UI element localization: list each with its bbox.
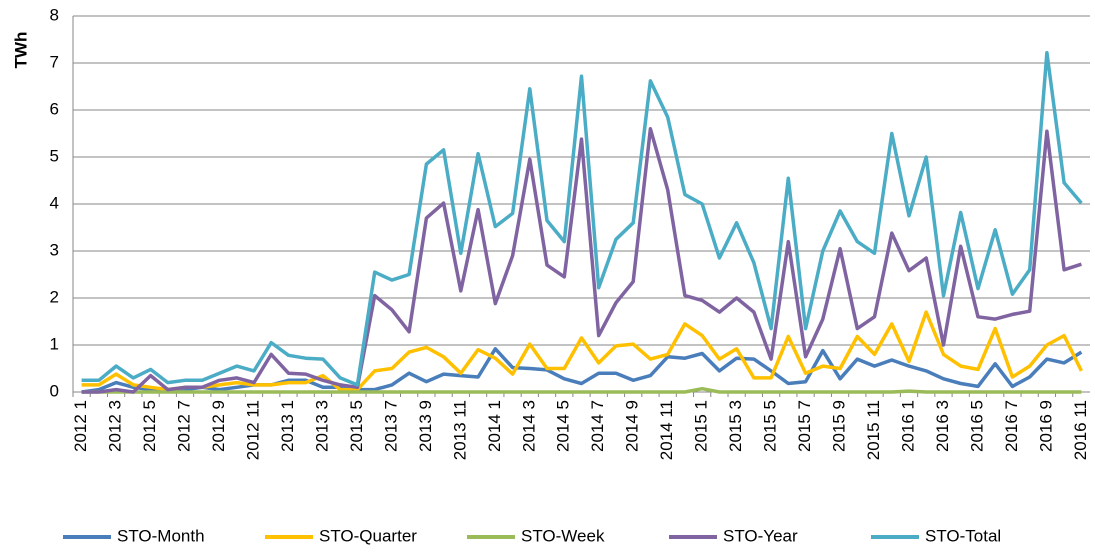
- x-tick-label: 2014 5: [554, 400, 573, 452]
- x-tick-label: 2012 9: [209, 400, 228, 452]
- x-tick-label: 2016 7: [1002, 400, 1021, 452]
- legend-label: STO-Total: [925, 526, 1001, 545]
- x-tick-label: 2012 3: [106, 400, 125, 452]
- x-tick-label: 2016 5: [967, 400, 986, 452]
- x-tick-label: 2012 5: [140, 400, 159, 452]
- y-tick-label: 5: [50, 146, 59, 165]
- series-line: [81, 386, 1082, 394]
- y-tick-label: 7: [50, 52, 59, 71]
- y-tick-label: 8: [50, 5, 59, 24]
- series-line: [81, 310, 1083, 392]
- x-tick-label: 2012 7: [175, 400, 194, 452]
- x-tick-label: 2014 9: [623, 400, 642, 452]
- y-tick-label: 3: [50, 240, 59, 259]
- y-tick-label: 4: [50, 193, 59, 212]
- x-tick-label: 2016 9: [1036, 400, 1055, 452]
- series-line: [81, 50, 1083, 387]
- x-tick-label: 2014 11: [657, 400, 676, 460]
- series-line: [81, 347, 1083, 394]
- x-tick-label: 2014 3: [519, 400, 538, 452]
- x-tick-label: 2013 5: [347, 400, 366, 452]
- legend-label: STO-Week: [521, 526, 605, 545]
- x-tick-label: 2014 7: [588, 400, 607, 452]
- series-line: [81, 127, 1082, 394]
- x-tick-label: 2013 3: [312, 400, 331, 452]
- x-tick-label: 2013 9: [416, 400, 435, 452]
- x-tick-label: 2012 11: [243, 400, 262, 460]
- legend-label: STO-Month: [117, 526, 205, 545]
- y-tick-label: 0: [50, 381, 59, 400]
- x-tick-label: 2013 1: [278, 400, 297, 452]
- x-tick-label: 2015 5: [761, 400, 780, 452]
- x-tick-label: 2016 11: [1071, 400, 1090, 460]
- y-axis-label: TWh: [11, 32, 30, 69]
- legend-label: STO-Year: [723, 526, 798, 545]
- x-tick-label: 2015 3: [726, 400, 745, 452]
- y-tick-label: 1: [50, 334, 59, 353]
- x-tick-label: 2014 1: [485, 400, 504, 452]
- y-tick-label: 6: [50, 99, 59, 118]
- x-tick-label: 2012 1: [71, 400, 90, 452]
- y-tick-label: 2: [50, 287, 59, 306]
- x-tick-label: 2015 1: [692, 400, 711, 452]
- x-tick-label: 2013 7: [381, 400, 400, 452]
- x-tick-label: 2015 11: [864, 400, 883, 460]
- x-tick-label: 2016 1: [898, 400, 917, 452]
- x-tick-label: 2016 3: [933, 400, 952, 452]
- x-tick-label: 2013 11: [450, 400, 469, 460]
- x-tick-label: 2015 7: [795, 400, 814, 452]
- legend-label: STO-Quarter: [319, 526, 417, 545]
- x-tick-label: 2015 9: [830, 400, 849, 452]
